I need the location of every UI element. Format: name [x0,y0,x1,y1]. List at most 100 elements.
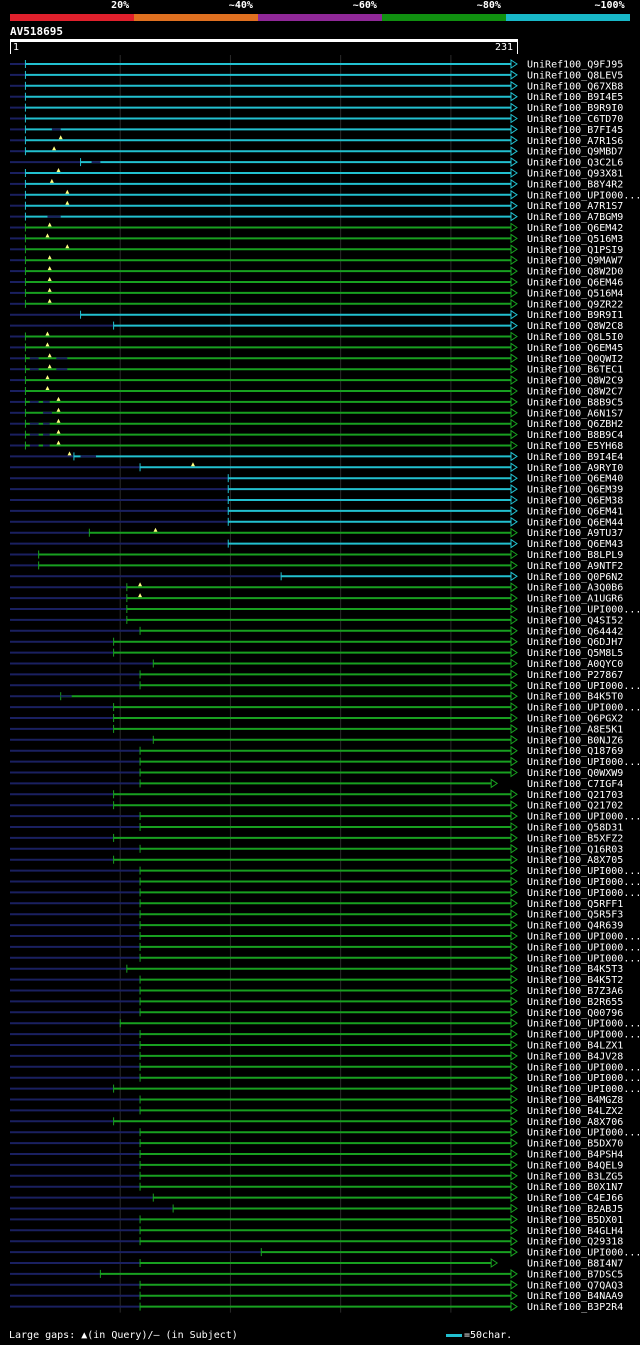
hit-arrow-head [510,571,518,582]
hit-arrow-head [510,854,518,865]
hit-arrow-head [510,255,518,266]
hit-arrow-head [510,1040,518,1050]
hit-arrow-head [510,713,518,723]
hit-arrow-head [510,1072,518,1083]
query-gap-marker [138,582,143,587]
hit-label: UniRef100_UPI000... [527,877,640,888]
hit-arrow-head [510,1105,518,1116]
hit-label: UniRef100_B9R9I0 [527,103,623,114]
hit-label: UniRef100_Q6EM42 [527,223,623,234]
hit-arrow-head [510,266,518,277]
query-gap-marker [190,462,195,467]
hit-arrow-head [510,898,518,909]
hit-label: UniRef100_Q9ZR22 [527,299,623,310]
hit-label: UniRef100_B4NAA9 [527,1291,623,1302]
hit-label: UniRef100_B7Z3A6 [527,986,623,997]
hit-arrow-head [510,1192,518,1203]
hit-label: UniRef100_Q8L5I0 [527,332,623,343]
hit-label: UniRef100_UPI000... [527,1062,640,1073]
hit-label: UniRef100_C4EJ66 [527,1193,623,1204]
hit-arrow-head [510,1061,518,1072]
query-gap-marker [45,386,50,390]
hit-arrow-head [510,647,518,658]
hit-arrow-head [510,80,518,91]
hit-label: UniRef100_UPI000... [527,757,640,768]
hit-label: UniRef100_A3Q0B6 [527,583,623,594]
hit-arrow-head [510,1225,518,1236]
hit-label: UniRef100_Q21702 [527,801,623,812]
hit-arrow-head [510,135,518,146]
legend-percent-label: ~100% [594,0,625,11]
query-gap-marker [49,178,54,183]
legend-segment [382,14,506,21]
hit-label: UniRef100_B9R9I1 [527,310,623,321]
hit-arrow-head [510,386,518,396]
hit-label: UniRef100_Q93X81 [527,169,623,180]
query-gap-marker [45,331,50,336]
hit-label: UniRef100_P27867 [527,670,623,681]
query-end-label: 231 [495,42,514,53]
hit-arrow-head [510,734,518,745]
query-gap-marker [47,277,52,281]
hit-arrow-head [510,909,518,920]
query-gap-marker [65,200,70,205]
query-gap-marker [56,396,61,401]
hit-label: UniRef100_A9RYI0 [527,463,623,474]
hit-label: UniRef100_Q8W2D0 [527,267,623,278]
hit-arrow-head [510,1181,518,1192]
hit-arrow-head [510,723,518,734]
query-start-label: 1 [13,42,20,53]
hit-arrow-head [510,625,518,636]
hit-arrow-head [510,593,518,604]
hit-arrow-head [510,211,518,222]
hit-label: UniRef100_Q6EM41 [527,506,623,517]
hit-arrow-head [510,516,518,527]
hit-arrow-head [510,1236,518,1247]
query-gap-marker [47,287,52,292]
hit-label: UniRef100_B4JV28 [527,1051,623,1062]
hit-label: UniRef100_B0NJZ6 [527,735,623,746]
hit-label: UniRef100_B5DX01 [527,1215,623,1226]
query-sequence-bar [10,39,518,42]
hit-label: UniRef100_Q9MAW7 [527,256,623,267]
hit-arrow-head [510,843,518,854]
hit-label: UniRef100_A1UGR6 [527,594,623,605]
identity-legend-bar [10,14,630,21]
hit-label: UniRef100_Q6EM45 [527,343,623,354]
hit-label: UniRef100_A6N1S7 [527,408,623,419]
hit-label: UniRef100_Q0QWI2 [527,354,623,365]
hit-label: UniRef100_A9TU37 [527,528,623,539]
query-gap-marker [47,222,52,227]
query-gap-marker [153,527,158,532]
legend-segment [258,14,382,21]
hit-arrow-head [510,691,518,702]
query-gap-marker [65,244,70,249]
hit-arrow-head [510,233,518,244]
hit-label: UniRef100_Q6EM43 [527,539,623,550]
hit-label: UniRef100_B8B9C5 [527,397,623,408]
query-gap-marker [56,168,61,172]
query-gap-marker [45,233,50,238]
hit-label: UniRef100_UPI000... [527,681,640,692]
hit-arrow-head [510,789,518,800]
hit-label: UniRef100_UPI000... [527,1019,640,1030]
hit-arrow-head [510,484,518,495]
hit-arrow-head [510,1007,518,1018]
hit-label: UniRef100_B7FI45 [527,125,623,136]
hit-label: UniRef100_B8Y4R2 [527,179,623,190]
hit-label: UniRef100_UPI000... [527,932,640,943]
legend-segment [134,14,258,21]
query-gap-marker [56,429,61,434]
hit-label: UniRef100_Q3C2L6 [527,158,623,169]
hit-arrow-head [510,996,518,1007]
hit-arrow-head [510,527,518,538]
hit-label: UniRef100_UPI000... [527,605,640,616]
hit-label: UniRef100_Q6DJH7 [527,637,623,648]
hit-arrow-head [510,1149,518,1159]
hit-label: UniRef100_Q21703 [527,790,623,801]
hit-arrow-head [510,331,518,342]
hit-arrow-head [510,451,518,462]
hit-label: UniRef100_Q6PGX2 [527,714,623,725]
hit-label: UniRef100_UPI000... [527,953,640,964]
hit-arrow-head [510,876,518,887]
